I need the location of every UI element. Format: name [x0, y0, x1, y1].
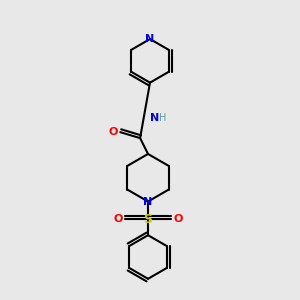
Text: N: N: [150, 113, 160, 123]
Text: N: N: [143, 196, 153, 206]
Text: O: O: [173, 214, 182, 224]
Text: N: N: [146, 34, 154, 44]
Text: H: H: [159, 113, 167, 123]
Text: O: O: [109, 127, 118, 137]
Text: O: O: [114, 214, 123, 224]
Text: S: S: [143, 213, 152, 226]
